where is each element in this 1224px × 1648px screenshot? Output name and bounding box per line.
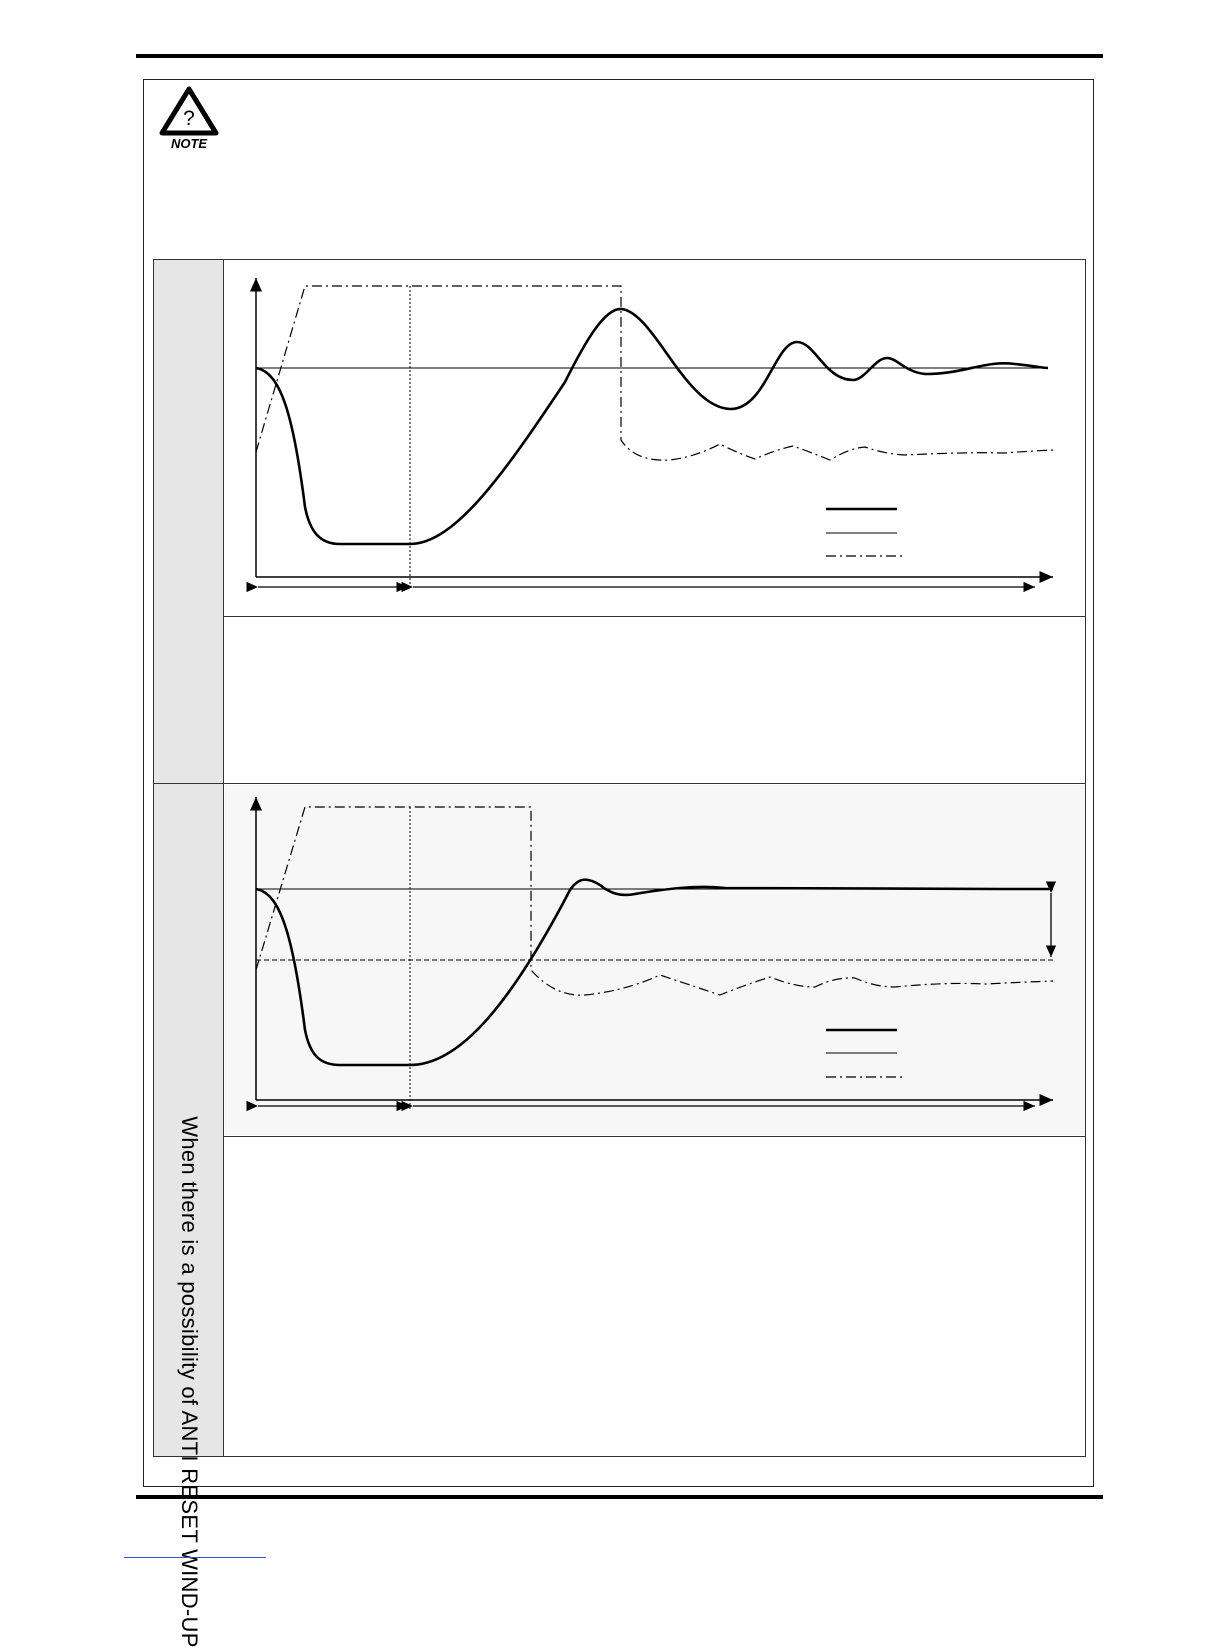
process-value-curve bbox=[255, 307, 1049, 546]
response-chart-anti-wind-up bbox=[225, 785, 1085, 1135]
row-divider bbox=[154, 783, 1085, 784]
note-label: NOTE bbox=[171, 136, 207, 151]
footer-rule bbox=[136, 1495, 1103, 1499]
cell-divider-first bbox=[224, 616, 1085, 617]
question-mark-glyph: ? bbox=[183, 107, 195, 130]
note-frame bbox=[143, 79, 1094, 1487]
header-rule bbox=[136, 54, 1103, 58]
note-icon: ? NOTE bbox=[159, 86, 219, 151]
cell-divider-second bbox=[224, 1136, 1085, 1137]
side-cell-second bbox=[154, 783, 224, 1456]
side-label-wind-up-text: When there is a possibility of ANTI RESE… bbox=[177, 1116, 202, 1648]
comparison-table: When there is a possibility of ANTI RESE… bbox=[153, 259, 1086, 1648]
manipulated-value-curve bbox=[255, 806, 1054, 996]
process-value-curve bbox=[255, 878, 1054, 1067]
side-cell-first bbox=[154, 260, 224, 783]
footer-link-underline[interactable] bbox=[124, 1557, 266, 1558]
response-chart-wind-up bbox=[246, 278, 1054, 593]
manipulated-value-curve bbox=[255, 285, 1054, 461]
